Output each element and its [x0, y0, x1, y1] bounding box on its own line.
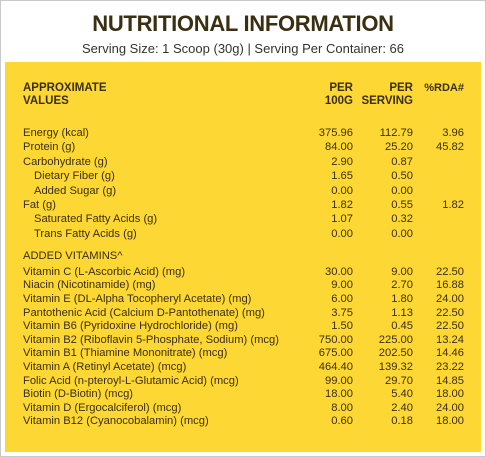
nutrient-value: 675.00: [318, 347, 353, 360]
serving-info: Serving Size: 1 Scoop (30g) | Serving Pe…: [81, 41, 405, 56]
nutrient-value: 22.50: [436, 306, 464, 319]
nutrient-name: Vitamin B2 (Riboflavin 5-Phosphate, Sodi…: [23, 333, 279, 346]
nutrient-value: 1.50: [331, 320, 353, 333]
nutrient-value: 45.82: [436, 141, 464, 154]
nutrient-value: 6.00: [331, 292, 353, 305]
nutrient-value: 202.50: [378, 347, 413, 360]
nutrient-value: 99.00: [325, 374, 353, 387]
nutrient-value: 375.96: [318, 127, 353, 139]
nutrient-name: Dietary Fiber (g): [34, 170, 115, 183]
nutrient-name: Energy (kcal): [23, 127, 89, 139]
column-header: PER SERVING: [333, 82, 413, 108]
nutrient-value: 16.88: [436, 279, 464, 292]
nutrient-value: 0.55: [391, 199, 413, 211]
nutrient-name: Protein (g): [23, 141, 76, 154]
nutrient-value: 1.80: [391, 292, 413, 305]
nutrient-value: 1.13: [391, 306, 413, 319]
nutrient-value: 0.87: [391, 155, 413, 168]
nutrient-value: 29.70: [385, 374, 413, 387]
nutrient-value: 0.00: [391, 184, 413, 197]
nutrient-value: 14.46: [436, 347, 464, 360]
nutrient-value: 84.00: [325, 141, 353, 154]
header-line: APPROXIMATE: [23, 82, 107, 94]
column-header: %RDA#: [384, 82, 464, 95]
nutrient-value: 18.00: [436, 415, 464, 428]
nutrient-value: 750.00: [318, 333, 353, 346]
nutrient-name: Biotin (D-Biotin) (mcg): [23, 388, 134, 401]
title: NUTRITIONAL INFORMATION: [92, 11, 394, 36]
nutrient-name: Vitamin A (Retinyl Acetate) (mcg): [23, 360, 187, 373]
nutrient-name: Vitamin E (DL-Alpha Tocopheryl Acetate) …: [23, 292, 252, 305]
nutrient-value: 1.07: [331, 213, 353, 226]
nutrient-value: 225.00: [378, 333, 413, 346]
nutrient-value: 0.60: [331, 415, 353, 428]
nutrition-table: APPROXIMATE VALUES PER 100G PER SERVING %RDA# E…: [5, 62, 481, 452]
nutrient-value: 22.50: [436, 320, 464, 333]
nutrient-value: 0.00: [391, 227, 413, 240]
nutrient-name: Vitamin B1 (Thiamine Mononitrate) (mcg): [23, 347, 228, 360]
nutrient-name: Folic Acid (n-pteroyl-L-Glutamic Acid) (…: [23, 374, 239, 387]
header-line: 100G: [324, 95, 353, 107]
nutrient-name: Pantothenic Acid (Calcium D-Pantothenate…: [23, 306, 265, 319]
nutrient-name: Added Sugar (g): [34, 184, 117, 197]
header-line: VALUES: [23, 95, 69, 107]
nutrient-name: Vitamin B6 (Pyridoxine Hydrochloride) (m…: [23, 320, 238, 333]
nutrient-value: 9.00: [391, 265, 413, 278]
nutrient-value: 0.18: [391, 415, 413, 428]
nutrient-value: 2.40: [391, 401, 413, 414]
header-line: PER: [329, 82, 353, 94]
nutrient-value: 1.82: [442, 199, 464, 211]
column-header: PER 100G: [273, 82, 353, 108]
nutrient-value: 2.90: [331, 155, 353, 168]
nutrient-value: 18.00: [436, 388, 464, 401]
nutrient-value: 18.00: [325, 388, 353, 401]
nutrient-name: Vitamin B12 (Cyanocobalamin) (mcg): [23, 415, 209, 428]
nutrient-value: 112.79: [379, 127, 413, 139]
nutrient-value: 139.32: [378, 360, 413, 373]
header-line: PER: [389, 82, 413, 94]
nutrient-name: Trans Fatty Acids (g): [34, 227, 137, 240]
nutrient-value: 2.70: [391, 279, 413, 292]
nutrient-name: Fat (g): [23, 199, 56, 211]
nutrient-name: Saturated Fatty Acids (g): [34, 213, 158, 226]
nutrient-value: 23.22: [436, 360, 464, 373]
nutrient-value: 3.75: [331, 306, 353, 319]
nutrient-value: 24.00: [436, 401, 464, 414]
nutrient-name: Vitamin D (Ergocalciferol) (mcg): [23, 401, 182, 414]
nutrient-value: 9.00: [331, 279, 353, 292]
nutrient-value: 0.00: [331, 184, 353, 197]
nutrient-name: Carbohydrate (g): [23, 155, 108, 168]
header-line: %RDA#: [424, 82, 464, 94]
nutrient-name: Vitamin C (L-Ascorbic Acid) (mg): [23, 265, 186, 278]
nutrient-value: 5.40: [391, 388, 413, 401]
nutrient-value: 0.45: [391, 320, 413, 333]
header-line: SERVING: [361, 95, 413, 107]
nutrient-value: 1.82: [331, 199, 353, 211]
nutrient-value: 1.65: [331, 170, 353, 183]
nutrient-name: Niacin (Nicotinamide) (mg): [23, 279, 156, 292]
nutrient-value: 30.00: [325, 265, 353, 278]
nutrient-value: 464.40: [318, 360, 353, 373]
nutrient-value: 24.00: [436, 292, 464, 305]
column-header: APPROXIMATE VALUES: [23, 82, 107, 108]
nutrient-value: 0.32: [391, 213, 413, 226]
nutrient-value: 0.00: [331, 227, 353, 240]
nutrient-value: 14.85: [436, 374, 464, 387]
nutrient-value: 3.96: [442, 127, 464, 139]
nutrient-value: 13.24: [436, 333, 464, 346]
nutrient-value: 25.20: [385, 141, 413, 154]
nutrient-value: 22.50: [436, 265, 464, 278]
section-title: ADDED VITAMINS^: [23, 250, 123, 263]
nutrient-value: 0.50: [391, 170, 413, 183]
nutrient-value: 8.00: [331, 401, 353, 414]
